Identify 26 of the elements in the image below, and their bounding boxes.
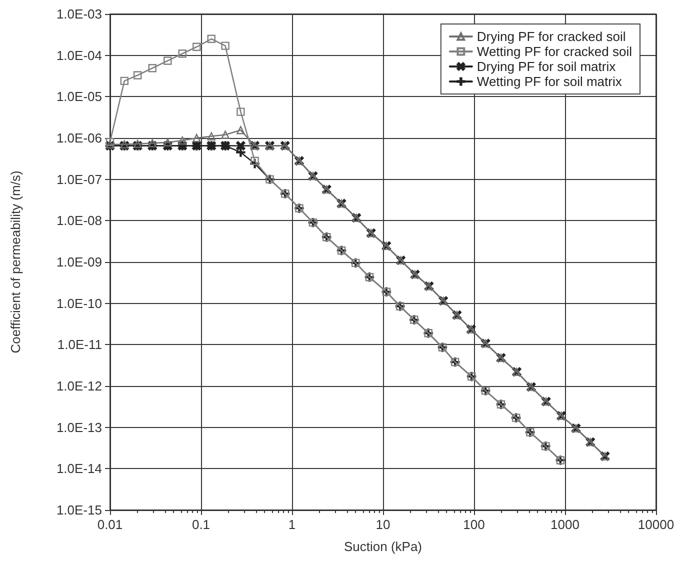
y-tick-label: 1.0E-10: [56, 296, 102, 311]
y-tick-label: 1.0E-08: [56, 213, 102, 228]
x-tick-label: 1: [288, 517, 296, 532]
y-tick-label: 1.0E-12: [56, 378, 102, 394]
legend-label: Wetting PF for cracked soil: [476, 44, 632, 59]
y-tick-label: 1.0E-09: [56, 254, 102, 270]
y-tick-label: 1.0E-11: [57, 337, 102, 352]
y-tick-label: 1.0E-13: [56, 420, 102, 435]
x-tick-label: 10: [376, 517, 390, 532]
y-tick-label: 1.0E-06: [56, 130, 102, 146]
legend-label: Drying PF for cracked soil: [476, 29, 626, 44]
y-tick-label: 1.0E-07: [56, 172, 102, 187]
x-tick-label: 10000: [638, 517, 674, 532]
x-tick-label: 0.01: [97, 517, 123, 532]
x-tick-label: 100: [463, 517, 485, 532]
y-tick-label: 1.0E-05: [56, 89, 102, 104]
legend-label: Drying PF for soil matrix: [476, 59, 616, 74]
legend-label: Wetting PF for soil matrix: [476, 74, 622, 89]
y-axis-title: Coefficient of permeability (m/s): [8, 170, 23, 354]
y-tick-label: 1.0E-04: [56, 48, 102, 63]
y-tick-label: 1.0E-03: [56, 6, 102, 22]
x-tick-label: 0.1: [192, 517, 210, 532]
y-tick-label: 1.0E-15: [56, 502, 102, 518]
y-tick-label: 1.0E-14: [56, 461, 102, 476]
x-axis-title: Suction (kPa): [344, 539, 422, 554]
x-tick-label: 1000: [550, 517, 580, 532]
